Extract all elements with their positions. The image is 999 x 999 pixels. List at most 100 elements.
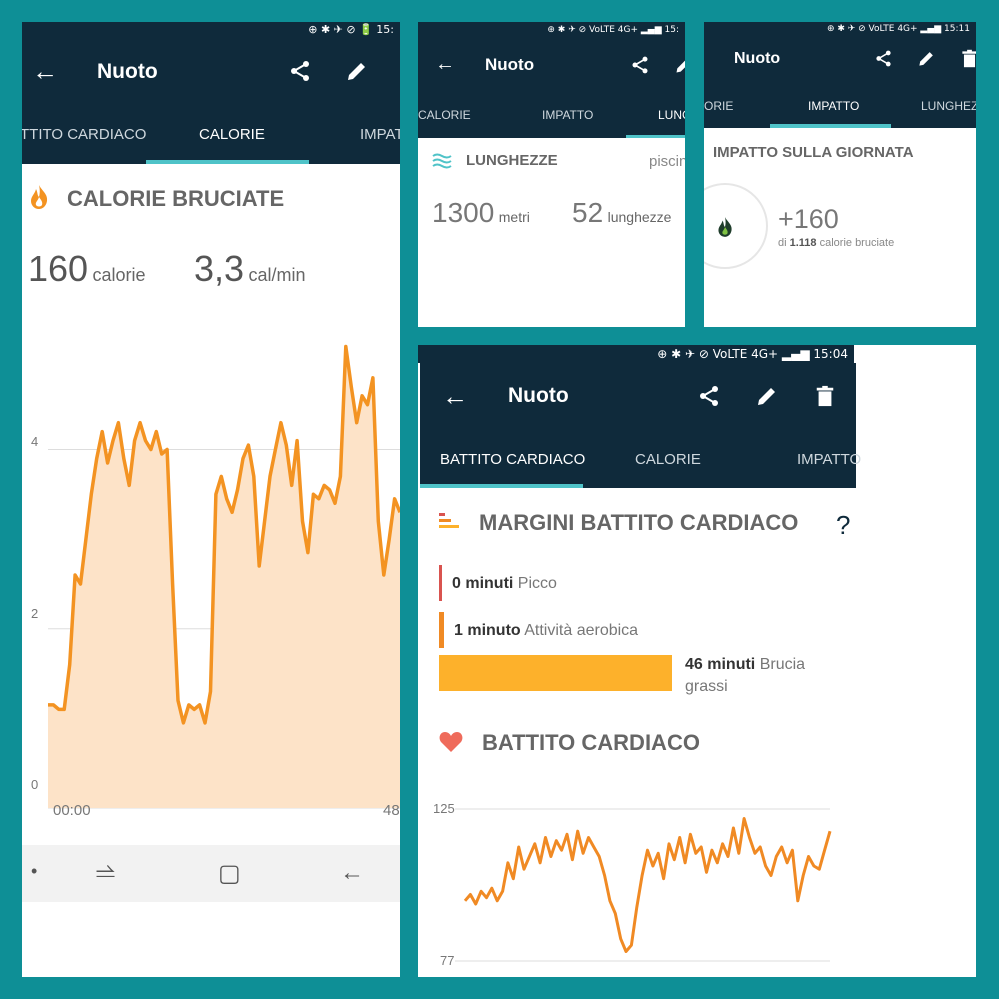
heart-rate-chart (455, 808, 832, 962)
calories-unit: calorie (92, 265, 146, 285)
share-icon[interactable] (630, 55, 650, 79)
help-icon[interactable]: ? (836, 510, 851, 540)
laps-value: 52 (572, 197, 604, 228)
tab-laps[interactable]: LUNG (658, 108, 685, 122)
tab-calories[interactable]: CALORIE (635, 451, 701, 468)
distance-value: 1300 (432, 197, 495, 228)
laps-summary: 52 lunghezze (572, 197, 671, 229)
edit-icon[interactable] (345, 59, 369, 87)
heart-rate-title: BATTITO CARDIACO (482, 730, 700, 755)
system-nav-bar: • ⥬ ▢ ← (22, 845, 400, 902)
impact-value: +160 (778, 204, 839, 234)
calorie-area (48, 346, 400, 808)
waves-icon (432, 153, 452, 174)
y-tick-label: 4 (31, 434, 39, 449)
tab-heart-rate[interactable]: TTITO CARDIACO (22, 126, 147, 143)
tab-impact[interactable]: IMPATTO (808, 99, 860, 113)
zone-minutes: 46 minuti (685, 656, 756, 673)
zones-icon (439, 513, 459, 534)
active-tab-indicator (420, 484, 583, 488)
status-bar: ⊕ ✱ ✈ ⊘ VoLTE 4G+ ▂▄▆ 15:11 (704, 22, 976, 36)
back-arrow-icon[interactable]: ← (32, 56, 58, 86)
x-tick-label: 48 (383, 802, 400, 819)
rate-unit: cal/min (248, 265, 306, 285)
flame-icon (716, 216, 734, 243)
x-tick-label: 00:00 (53, 802, 91, 819)
calorie-chart (48, 344, 400, 809)
calories-summary: 160 calorie (28, 248, 146, 290)
heart-rate-screen: ⊕ ✱ ✈ ⊘ VoLTE 4G+ ▂▄▆ 15:04 ← Nuoto BATT… (418, 345, 976, 977)
app-bar: ← Nuoto (420, 363, 856, 430)
pool-label: piscin (649, 153, 685, 170)
status-bar: ⊕ ✱ ✈ ⊘ VoLTE 4G+ ▂▄▆ 15:04 (418, 345, 854, 363)
share-icon[interactable] (288, 59, 312, 87)
tab-impact[interactable]: IMPATTO (797, 451, 862, 468)
dot-icon: • (31, 861, 38, 881)
page-title: Nuoto (485, 55, 535, 74)
app-bar: Nuoto (704, 36, 976, 84)
page-title: Nuoto (734, 50, 781, 67)
impact-prefix: di (778, 237, 787, 249)
zone-name: Brucia (759, 656, 806, 673)
zone-name: Picco (517, 575, 557, 592)
zone-bar (439, 565, 442, 601)
delete-icon[interactable] (814, 384, 836, 412)
tab-impact[interactable]: IMPATTO (542, 108, 594, 122)
back-arrow-icon[interactable]: ← (435, 53, 455, 75)
page-title: Nuoto (508, 384, 569, 407)
share-icon[interactable] (697, 384, 721, 412)
home-icon[interactable]: ▢ (218, 860, 241, 887)
distance-summary: 1300 metri (432, 197, 530, 229)
tab-bar: ORIE IMPATTO LUNGHEZZ (704, 84, 976, 128)
tab-calories[interactable]: CALORIE (418, 108, 471, 122)
tab-impact[interactable]: IMPATT (360, 126, 400, 143)
tab-heart-rate[interactable]: BATTITO CARDIACO (440, 451, 586, 468)
page-title: Nuoto (97, 60, 158, 83)
zone-label: 0 minuti Picco (452, 573, 557, 595)
impact-screen: ⊕ ✱ ✈ ⊘ VoLTE 4G+ ▂▄▆ 15:11 Nuoto ORIE I… (704, 22, 976, 327)
zone-label: 46 minuti Brucia grassi (685, 654, 805, 698)
status-bar: ⊕ ✱ ✈ ⊘ VoLTE 4G+ ▂▄▆ 15: (418, 22, 685, 38)
zone-minutes: 1 minuto (454, 622, 521, 639)
zone-minutes: 0 minuti (452, 575, 514, 592)
zone-label: 1 minuto Attività aerobica (454, 620, 638, 642)
tab-bar: TTITO CARDIACO CALORIE IMPATT (22, 106, 400, 164)
recent-apps-icon[interactable]: ⥬ (96, 859, 116, 886)
zone-bar (439, 612, 444, 648)
laps-screen: ⊕ ✱ ✈ ⊘ VoLTE 4G+ ▂▄▆ 15: ← Nuoto CALORI… (418, 22, 685, 327)
impact-suffix: calorie bruciate (819, 237, 895, 249)
distance-unit: metri (498, 209, 530, 225)
calories-value: 160 (28, 248, 89, 289)
section-title: CALORIE BRUCIATE (67, 186, 285, 211)
active-tab-indicator (146, 160, 309, 164)
status-bar: ⊕ ✱ ✈ ⊘ 🔋 15: (22, 22, 400, 38)
rate-value: 3,3 (194, 248, 245, 289)
tab-laps[interactable]: LUNGHEZZ (921, 99, 976, 113)
y-tick-label: 0 (31, 777, 39, 792)
zones-title: MARGINI BATTITO CARDIACO (479, 510, 799, 535)
zone-name: grassi (685, 678, 728, 695)
section-title: LUNGHEZZE (466, 152, 558, 169)
tab-calories[interactable]: CALORIE (199, 126, 265, 143)
zone-bar (439, 655, 672, 691)
heart-icon (439, 732, 463, 757)
impact-caption: di 1.118 calorie bruciate (778, 237, 894, 249)
edit-icon[interactable] (917, 49, 936, 72)
zone-name: Attività aerobica (524, 622, 639, 639)
share-icon[interactable] (874, 49, 893, 72)
app-bar: ← Nuoto (418, 38, 685, 93)
edit-icon[interactable] (674, 55, 685, 79)
y-tick-label: 77 (440, 953, 455, 968)
back-arrow-icon[interactable]: ← (442, 381, 468, 411)
tab-calories[interactable]: ORIE (704, 99, 734, 113)
flame-icon (28, 184, 50, 215)
edit-icon[interactable] (755, 384, 779, 412)
tab-bar: BATTITO CARDIACO CALORIE IMPATTO (420, 430, 861, 488)
y-tick-label: 125 (433, 801, 455, 816)
impact-ring (704, 183, 768, 269)
calorie-screen: ⊕ ✱ ✈ ⊘ 🔋 15: ← Nuoto TTITO CARDIACO CAL… (22, 22, 400, 977)
nav-back-icon[interactable]: ← (340, 859, 364, 886)
y-tick-label: 2 (31, 606, 39, 621)
delete-icon[interactable] (960, 49, 976, 72)
calorie-series-line (48, 344, 400, 725)
